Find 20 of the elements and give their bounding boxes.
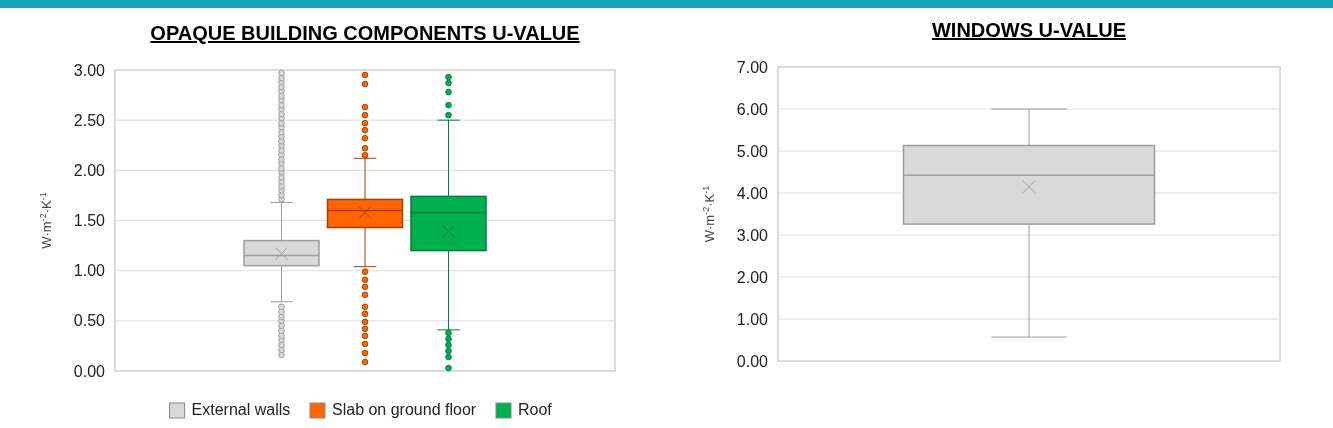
y-tick-label: 2.50 bbox=[73, 111, 106, 129]
y-tick-label: 1.00 bbox=[736, 310, 769, 328]
y-tick-label: 0.00 bbox=[73, 362, 106, 380]
y-tick-label: 3.00 bbox=[73, 61, 106, 79]
y-tick-label: 5.00 bbox=[736, 142, 769, 160]
legend-label: Slab on ground floor bbox=[332, 401, 477, 418]
y-tick-label: 1.00 bbox=[73, 262, 106, 280]
y-tick-label: 0.00 bbox=[736, 352, 769, 370]
y-tick-label: 7.00 bbox=[736, 58, 769, 76]
y-tick-label: 2.00 bbox=[736, 268, 769, 286]
y-tick-label: 1.50 bbox=[73, 212, 106, 230]
chart-title: WINDOWS U-VALUE bbox=[931, 19, 1127, 41]
y-tick-label: 3.00 bbox=[736, 226, 769, 244]
legend-label: External walls bbox=[191, 401, 291, 418]
y-tick-label: 4.00 bbox=[736, 184, 769, 202]
chart-title: OPAQUE BUILDING COMPONENTS U-VALUE bbox=[150, 22, 580, 44]
legend-label: Roof bbox=[518, 401, 553, 418]
y-tick-label: 6.00 bbox=[736, 100, 769, 118]
y-tick-label: 2.00 bbox=[73, 161, 106, 179]
y-tick-label: 0.50 bbox=[73, 312, 106, 330]
